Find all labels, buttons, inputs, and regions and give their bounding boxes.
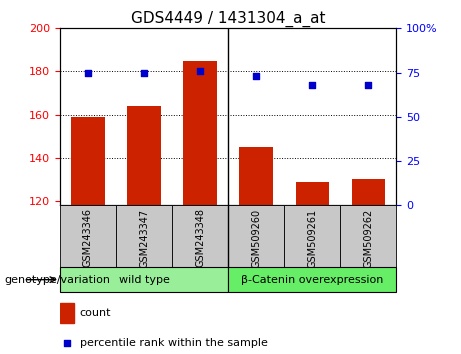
Bar xyxy=(183,61,217,205)
Bar xyxy=(284,205,340,267)
Bar xyxy=(239,147,273,205)
Point xyxy=(63,340,71,346)
Text: wild type: wild type xyxy=(118,275,170,285)
Text: percentile rank within the sample: percentile rank within the sample xyxy=(79,338,267,348)
Text: GSM509262: GSM509262 xyxy=(363,209,373,268)
Bar xyxy=(352,179,385,205)
Bar xyxy=(228,267,396,292)
Text: GSM243347: GSM243347 xyxy=(139,209,149,268)
Bar xyxy=(60,205,116,267)
Bar xyxy=(340,205,396,267)
Text: GSM243348: GSM243348 xyxy=(195,209,205,267)
Bar xyxy=(172,205,228,267)
Text: β-Catenin overexpression: β-Catenin overexpression xyxy=(241,275,384,285)
Text: GSM509260: GSM509260 xyxy=(251,209,261,268)
Bar xyxy=(296,182,329,205)
Bar xyxy=(60,267,228,292)
Point xyxy=(309,82,316,88)
Point xyxy=(140,70,148,75)
Bar xyxy=(228,205,284,267)
Title: GDS4449 / 1431304_a_at: GDS4449 / 1431304_a_at xyxy=(131,11,325,27)
Bar xyxy=(127,106,161,205)
Point xyxy=(365,82,372,88)
Point xyxy=(196,68,204,74)
Text: genotype/variation: genotype/variation xyxy=(5,275,111,285)
Text: count: count xyxy=(79,308,111,318)
Bar xyxy=(116,205,172,267)
Point xyxy=(253,73,260,79)
Bar xyxy=(60,303,74,323)
Bar xyxy=(71,117,105,205)
Text: GSM509261: GSM509261 xyxy=(307,209,317,268)
Text: GSM243346: GSM243346 xyxy=(83,209,93,267)
Point xyxy=(84,70,92,75)
